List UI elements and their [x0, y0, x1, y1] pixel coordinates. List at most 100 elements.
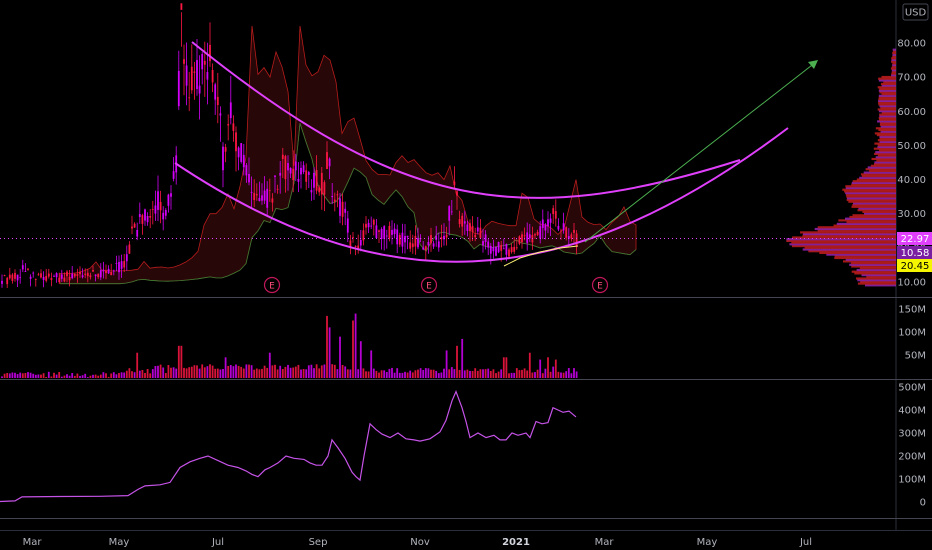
profile-bar — [878, 128, 896, 132]
volume-bar — [242, 368, 245, 378]
candle-body — [497, 242, 500, 253]
profile-bar — [878, 103, 896, 106]
profile-bar — [849, 263, 896, 266]
volume-bar — [482, 369, 484, 378]
trend-drawings[interactable] — [174, 41, 818, 267]
volume-bar — [3, 373, 6, 378]
candle-body — [380, 229, 383, 239]
profile-bar — [857, 279, 896, 282]
axis-tick-label: 200M — [898, 452, 926, 463]
candle-body — [313, 172, 315, 188]
projection-arrow-line[interactable] — [584, 61, 817, 243]
volume-bar — [344, 366, 347, 378]
candle-body — [557, 225, 560, 230]
candle-body — [133, 223, 136, 228]
currency-label[interactable]: USD — [902, 3, 929, 21]
volume-bar — [157, 365, 159, 378]
volume-bar — [55, 374, 58, 378]
volume-bar — [476, 370, 479, 378]
volume-bar — [534, 372, 536, 378]
candle-body — [453, 181, 456, 186]
candle-body — [112, 270, 115, 272]
price-axis[interactable]: 80.0070.0060.0050.0040.0030.0020.0010.00… — [897, 39, 926, 509]
candle-body — [549, 218, 552, 223]
profile-bar — [803, 233, 896, 236]
axis-tick-label: 400M — [898, 406, 926, 417]
volume-bar — [398, 372, 401, 378]
earnings-marker[interactable]: E — [420, 276, 438, 294]
candle-body — [536, 232, 539, 235]
profile-bar — [892, 48, 896, 51]
candle-body — [552, 208, 555, 215]
volume-bar — [86, 377, 89, 378]
candle-body — [427, 242, 430, 246]
candle-body — [190, 66, 193, 91]
axis-tick-label: 50M — [905, 351, 926, 362]
profile-bar — [850, 262, 896, 265]
axis-tick-label: 10.00 — [897, 278, 926, 289]
candle-body — [422, 247, 425, 250]
profile-bar — [862, 175, 896, 178]
candle-body — [136, 230, 139, 237]
profile-bar — [863, 171, 896, 174]
candle-body — [45, 276, 48, 281]
candle-body — [232, 123, 235, 131]
volume-bar — [489, 371, 492, 378]
cup-lower-arc[interactable] — [174, 127, 789, 263]
earnings-marker[interactable]: E — [591, 276, 609, 294]
volume-bar — [401, 372, 404, 378]
candle-body — [328, 158, 331, 167]
profile-bar — [878, 96, 896, 99]
candle-body — [336, 194, 339, 196]
profile-bar — [808, 250, 896, 253]
profile-bar — [845, 192, 896, 195]
profile-bar — [845, 258, 896, 261]
time-tick-label: May — [109, 537, 130, 548]
candle-body — [510, 247, 513, 253]
candle-body — [235, 132, 237, 152]
time-axis[interactable]: Mar May Jul Sep Nov 2021 Mar May Jul — [23, 537, 812, 548]
profile-bar — [892, 55, 896, 58]
candle-body — [141, 215, 144, 224]
volume-bar — [172, 367, 175, 378]
svg-text:USD: USD — [905, 8, 927, 19]
profile-bar — [786, 239, 896, 242]
profile-bar — [865, 284, 896, 287]
candle-body — [27, 268, 29, 270]
profile-bar — [891, 58, 896, 62]
candle-body — [476, 227, 479, 232]
profile-bar — [879, 105, 896, 108]
ema-line — [503, 245, 579, 267]
profile-bar — [891, 74, 896, 77]
profile-bar — [819, 251, 896, 254]
volume-bar — [162, 367, 165, 378]
earnings-marker[interactable]: E — [263, 276, 281, 294]
volume-bar — [528, 352, 531, 378]
candle-body — [159, 201, 162, 211]
volume-bar — [29, 372, 32, 378]
candle-body — [385, 235, 388, 237]
volume-bar — [396, 368, 399, 378]
cup-upper-arc[interactable] — [191, 41, 741, 199]
profile-bar — [858, 207, 896, 210]
profile-bar — [846, 198, 896, 202]
candle-body — [71, 273, 74, 279]
volume-bar — [138, 370, 141, 378]
profile-bar — [881, 111, 896, 114]
candle-body — [341, 201, 344, 217]
volume-bar — [89, 375, 92, 378]
profile-bar — [869, 169, 896, 172]
volume-bar — [430, 369, 432, 378]
profile-bar — [848, 200, 896, 203]
volume-bar — [97, 375, 100, 378]
volume-bar — [391, 367, 393, 378]
candle-body — [266, 188, 269, 208]
candle-body — [437, 241, 440, 248]
volume-bar — [326, 315, 328, 378]
profile-bar — [845, 193, 896, 196]
profile-bar — [880, 125, 896, 128]
volume-bar — [177, 345, 180, 378]
volume-bar — [250, 365, 253, 378]
candle-body — [24, 271, 27, 272]
